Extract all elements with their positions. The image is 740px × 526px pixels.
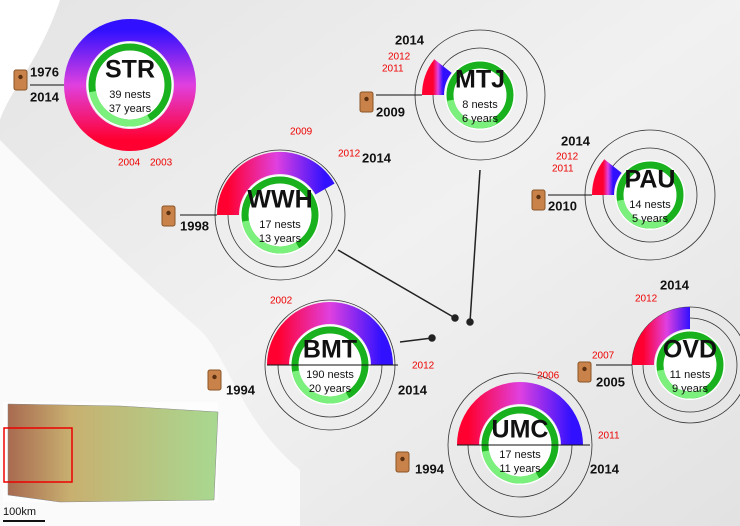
site-code: PAU bbox=[625, 166, 676, 194]
center-disc bbox=[655, 330, 725, 400]
period-ring bbox=[64, 19, 196, 151]
year-note: 2011 bbox=[552, 164, 574, 175]
site-code: BMT bbox=[303, 336, 357, 364]
year-note: 2012 bbox=[388, 52, 411, 63]
nest-count: 39 nests bbox=[109, 89, 151, 101]
nest-box-icon bbox=[577, 361, 592, 383]
period-arc bbox=[632, 307, 691, 366]
year-label: 2014 bbox=[660, 277, 690, 292]
nest-box-icon bbox=[359, 91, 374, 113]
nest-count: 190 nests bbox=[306, 369, 354, 381]
year-count: 11 years bbox=[499, 463, 541, 475]
nest-ring-light bbox=[292, 370, 350, 404]
nest-box-hole bbox=[582, 366, 587, 372]
year-note: 2003 bbox=[150, 158, 173, 169]
year-label: 2010 bbox=[548, 198, 577, 213]
nest-box-icon bbox=[161, 205, 176, 227]
nest-ring-light bbox=[242, 220, 300, 254]
year-count: 37 years bbox=[109, 103, 152, 115]
year-label: 2009 bbox=[376, 104, 405, 119]
year-label: 2014 bbox=[30, 89, 60, 104]
nest-box-hole bbox=[364, 96, 369, 102]
nest-box-icon bbox=[13, 69, 28, 91]
year-label: 2014 bbox=[561, 133, 591, 148]
year-note: 2011 bbox=[382, 64, 404, 75]
year-note: 2012 bbox=[412, 361, 435, 372]
year-label: 1998 bbox=[180, 218, 209, 233]
nest-ring-light bbox=[657, 369, 707, 399]
center-disc bbox=[87, 42, 173, 128]
nest-count: 14 nests bbox=[629, 199, 671, 211]
site-code: WWH bbox=[247, 186, 312, 214]
year-note: 2007 bbox=[592, 351, 615, 362]
year-note: 2002 bbox=[270, 296, 293, 307]
nest-box-hole bbox=[212, 374, 217, 380]
scale-label: 100km bbox=[3, 506, 36, 518]
year-label: 2014 bbox=[362, 150, 392, 165]
nest-box-hole bbox=[536, 194, 541, 200]
nest-ring-light bbox=[89, 90, 151, 127]
year-note: 2011 bbox=[598, 431, 620, 442]
site: UMC 17 nests 11 years 1994 2014 2006 2011 bbox=[395, 371, 620, 518]
tracker-lines bbox=[337, 169, 481, 343]
nest-count: 11 nests bbox=[670, 369, 711, 381]
nest-box-hole bbox=[166, 210, 171, 216]
site: WWH 17 nests 13 years 2014 1998 2009 2012 bbox=[161, 127, 392, 281]
year-label: 1976 bbox=[30, 64, 59, 79]
center-disc bbox=[445, 60, 515, 130]
period-arc bbox=[457, 382, 583, 446]
site: OVD 11 nests 9 years 2014 2005 2012 2007 bbox=[577, 277, 740, 424]
period-arc bbox=[422, 59, 452, 96]
nest-count: 17 nests bbox=[259, 219, 301, 231]
site: BMT 190 nests 20 years 1994 2014 2002 2012 bbox=[207, 296, 435, 431]
year-label: 2014 bbox=[590, 461, 620, 476]
year-note: 2006 bbox=[537, 371, 560, 382]
site-code: UMC bbox=[492, 416, 549, 444]
center-disc bbox=[240, 175, 320, 255]
year-count: 9 years bbox=[672, 383, 709, 395]
year-label: 2014 bbox=[395, 32, 425, 47]
year-note: 2009 bbox=[290, 127, 313, 138]
nest-box-hole bbox=[18, 74, 23, 80]
nest-ring-light bbox=[617, 199, 667, 229]
site-code: MTJ bbox=[455, 66, 505, 94]
site-code: STR bbox=[105, 56, 155, 84]
year-note: 2012 bbox=[338, 149, 361, 160]
nest-count: 8 nests bbox=[462, 99, 498, 111]
year-label: 2014 bbox=[398, 382, 428, 397]
center-disc bbox=[615, 160, 685, 230]
year-label: 2005 bbox=[596, 374, 625, 389]
inset-map bbox=[3, 402, 219, 503]
period-arc bbox=[592, 159, 622, 196]
year-note: 2004 bbox=[118, 158, 141, 169]
period-arc bbox=[217, 152, 335, 216]
year-count: 5 years bbox=[632, 213, 669, 225]
outer-ring bbox=[447, 372, 593, 518]
nest-count: 17 nests bbox=[499, 449, 541, 461]
year-label: 1994 bbox=[226, 382, 256, 397]
period-arc bbox=[267, 302, 393, 366]
year-count: 20 years bbox=[309, 383, 352, 395]
year-count: 13 years bbox=[259, 233, 302, 245]
nest-box-icon bbox=[207, 369, 222, 391]
year-note: 2012 bbox=[556, 152, 579, 163]
site: STR 39 nests 37 years 1976 2014 2004 2003 bbox=[13, 19, 196, 169]
year-count: 6 years bbox=[462, 113, 499, 125]
site-code: OVD bbox=[663, 336, 717, 364]
nest-box-icon bbox=[395, 451, 410, 473]
lowland bbox=[0, 0, 60, 120]
nest-box-icon bbox=[531, 189, 546, 211]
nest-box-hole bbox=[400, 456, 405, 462]
year-note: 2012 bbox=[635, 294, 658, 305]
nest-ring-light bbox=[447, 99, 497, 129]
nest-ring-light bbox=[482, 450, 540, 484]
year-label: 1994 bbox=[415, 461, 445, 476]
sites: STR 39 nests 37 years 1976 2014 2004 2003 MTJ 8 … bbox=[13, 19, 740, 518]
